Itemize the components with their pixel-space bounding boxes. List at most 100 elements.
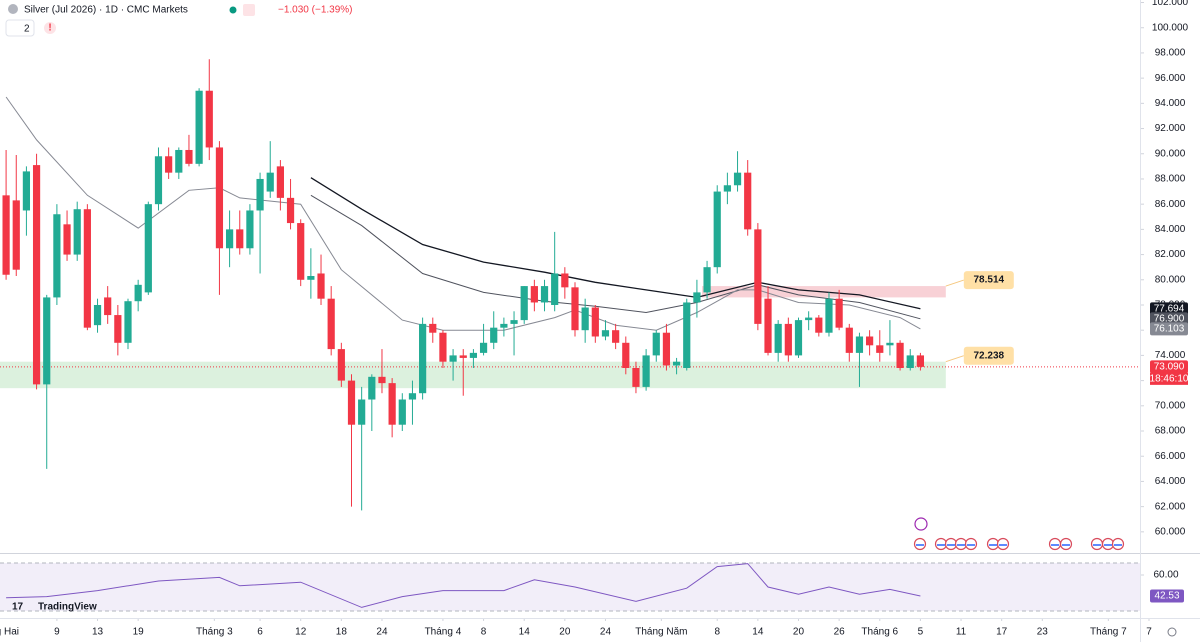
y-tick-label: 88.000 xyxy=(1155,174,1186,185)
y-tick-label: 70.000 xyxy=(1155,400,1186,411)
candle-body xyxy=(581,307,589,331)
candle-body xyxy=(439,332,447,362)
rsi-line xyxy=(6,563,921,608)
price-label-box xyxy=(1150,360,1188,374)
y-tick-label: 102.000 xyxy=(1152,0,1189,8)
candle-body xyxy=(165,156,173,173)
symbol-icon[interactable] xyxy=(8,4,18,14)
x-tick-label: Tháng Hai xyxy=(0,627,19,638)
zone-label-leader xyxy=(945,355,964,363)
candle-body xyxy=(205,90,213,148)
candle-body xyxy=(693,292,701,303)
ma-last-label: 76.900 xyxy=(1154,313,1185,324)
y-tick-label: 90.000 xyxy=(1155,148,1186,159)
y-tick-label: 92.000 xyxy=(1155,123,1186,134)
candles xyxy=(2,59,925,511)
rsi-last-box xyxy=(1150,589,1184,603)
x-tick-label: Tháng Năm xyxy=(635,627,687,638)
x-tick-label: 17 xyxy=(996,627,1008,638)
y-tick-label: 68.000 xyxy=(1155,426,1186,437)
y-tick-label: 98.000 xyxy=(1155,48,1186,59)
candle-body xyxy=(154,156,163,205)
x-tick-label: Tháng 7 xyxy=(1090,627,1127,638)
candle-body xyxy=(398,399,406,425)
event-icon xyxy=(954,537,968,551)
candle-body xyxy=(500,323,508,328)
y-tick-label: 66.000 xyxy=(1155,451,1186,462)
alert-icon xyxy=(44,22,56,34)
indicators-toggle[interactable] xyxy=(5,19,35,37)
y-tick-label: 84.000 xyxy=(1155,224,1186,235)
candle-body xyxy=(469,352,478,358)
candle-body xyxy=(906,355,914,368)
ma-last-label-box xyxy=(1150,322,1188,336)
candle-body xyxy=(297,223,305,280)
y-tick-label: 86.000 xyxy=(1155,199,1186,210)
x-tick-label: 6 xyxy=(257,627,263,638)
event-icon xyxy=(944,537,958,551)
candle-body xyxy=(22,171,31,211)
y-tick-label: 74.000 xyxy=(1155,350,1186,361)
candle-body xyxy=(185,149,193,164)
rsi-tick-label: 60.00 xyxy=(1153,570,1178,581)
candle-body xyxy=(825,298,833,333)
candle-body xyxy=(327,298,335,350)
candle-body xyxy=(175,149,183,173)
candle-body xyxy=(195,90,203,164)
candle-body xyxy=(12,200,20,270)
countdown: 18:46:10 xyxy=(1150,374,1189,385)
settings-icon[interactable] xyxy=(1167,627,1177,637)
zone-label-leader xyxy=(945,279,964,287)
candle-body xyxy=(723,185,731,192)
y-tick-label: 80.000 xyxy=(1155,274,1186,285)
alert-mark: ! xyxy=(48,23,51,34)
ma-last-label: 76.103 xyxy=(1154,324,1185,335)
x-tick-label: 12 xyxy=(295,627,307,638)
candle-body xyxy=(642,355,650,387)
candle-body xyxy=(144,204,152,293)
x-tick-label: 7 xyxy=(1146,627,1152,638)
event-icon xyxy=(986,537,1000,551)
event-icon xyxy=(934,537,948,551)
candle-body xyxy=(540,286,549,303)
x-tick-label: 24 xyxy=(376,627,388,638)
candle-body xyxy=(561,273,569,288)
candle-body xyxy=(429,323,437,333)
candle-body xyxy=(510,320,518,324)
rsi-band xyxy=(0,563,1140,611)
candle-body xyxy=(490,327,498,343)
candle-body xyxy=(459,355,467,358)
zone-label: 78.514 xyxy=(974,275,1005,286)
candle-body xyxy=(855,336,864,353)
candle-body xyxy=(378,376,386,384)
event-icon xyxy=(1048,537,1062,551)
candle-body xyxy=(2,195,10,275)
candle-body xyxy=(134,284,142,302)
candle-body xyxy=(276,166,284,198)
ma-last-label-box xyxy=(1150,312,1188,326)
y-tick-label: 96.000 xyxy=(1155,73,1186,84)
candle-body xyxy=(866,336,874,346)
zones: 78.514 72.238 xyxy=(0,271,1140,389)
x-tick-label: 20 xyxy=(559,627,571,638)
candle-body xyxy=(530,286,538,303)
candle-body xyxy=(225,229,234,249)
rsi-last-label: 42.53 xyxy=(1154,591,1179,602)
candle-body xyxy=(368,376,376,400)
candle-body xyxy=(256,178,264,211)
candle-body xyxy=(764,298,772,353)
candle-body xyxy=(114,315,122,343)
ma-last-label-box xyxy=(1150,302,1188,316)
market-status xyxy=(229,6,237,14)
candle-body xyxy=(805,317,813,321)
ma-last-label: 77.694 xyxy=(1154,303,1185,314)
x-tick-label: Tháng 6 xyxy=(861,627,898,638)
candle-body xyxy=(683,302,691,368)
candle-body xyxy=(73,209,81,255)
candle-body xyxy=(53,214,61,298)
logo-mark: 17 xyxy=(12,602,24,613)
candle-body xyxy=(845,327,853,353)
